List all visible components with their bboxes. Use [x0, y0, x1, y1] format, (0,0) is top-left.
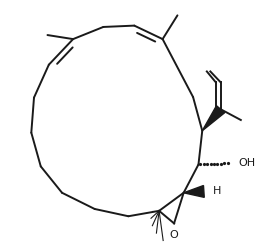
Text: OH: OH: [238, 158, 256, 168]
Polygon shape: [184, 185, 204, 197]
Text: H: H: [213, 186, 221, 196]
Text: O: O: [170, 230, 178, 240]
Polygon shape: [202, 106, 225, 131]
